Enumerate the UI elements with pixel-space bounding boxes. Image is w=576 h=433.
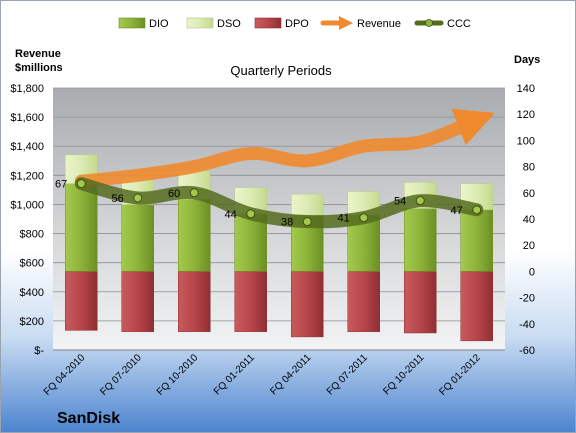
left-tick-label: $600 [20, 258, 44, 270]
right-tick-label: 20 [523, 240, 535, 252]
ccc-series [74, 177, 484, 229]
left-tick-label: $1,400 [10, 141, 44, 153]
ccc-point [246, 209, 256, 219]
legend-dso-label: DSO [217, 18, 241, 30]
ccc-data-label: 47 [451, 205, 463, 217]
bar-dpo [65, 271, 98, 331]
x-tick-label: FQ 10-2011 [381, 352, 426, 397]
x-tick-label: FQ 07-2010 [98, 352, 144, 398]
x-axis-ticks: FQ 04-2010 FQ 07-2010 FQ 10-2010 FQ 01-2011… [42, 352, 483, 398]
legend-dpo-swatch [254, 17, 282, 29]
bar-dpo [121, 271, 154, 332]
bar-dpo [460, 271, 493, 342]
left-tick-label: $200 [20, 316, 44, 328]
ccc-data-label: 38 [281, 217, 293, 229]
legend: DIO DSO DPO Revenue CCC [118, 16, 471, 30]
x-tick-label: FQ 04-2010 [42, 352, 88, 398]
ccc-data-label: 67 [55, 179, 67, 191]
ccc-data-label: 60 [168, 188, 180, 200]
left-tick-label: $400 [20, 287, 44, 299]
bar-dpo [347, 271, 380, 332]
legend-revenue-swatch [320, 16, 353, 30]
left-tick-label: $1,200 [10, 170, 44, 182]
bars [65, 154, 493, 342]
right-tick-label: 100 [517, 135, 535, 147]
x-tick-label: FQ 01-2011 [212, 352, 257, 397]
company-name: SanDisk [57, 410, 120, 427]
x-tick-label: FQ 01-2012 [437, 352, 483, 398]
bar-dpo [291, 271, 324, 338]
right-axis-ticks: -60 -40 -20 0 20 40 60 80 100 120 140 [517, 83, 535, 357]
bar-dio [65, 183, 98, 272]
chart-title: Quarterly Periods [230, 63, 332, 78]
legend-dio-label: DIO [149, 18, 169, 30]
ccc-point [415, 196, 425, 206]
left-tick-label: $1,800 [10, 83, 44, 95]
ccc-point [302, 217, 312, 227]
bar-dio [234, 213, 267, 272]
bar-dio [460, 209, 493, 272]
legend-revenue-label: Revenue [357, 18, 401, 30]
legend-dio-swatch [118, 17, 146, 29]
right-tick-label: 0 [529, 266, 535, 278]
ccc-line [74, 177, 484, 229]
ccc-data-label: 56 [112, 193, 124, 205]
ccc-data-label: 44 [225, 209, 237, 221]
ccc-point [133, 193, 143, 203]
bar-dpo [404, 271, 437, 334]
right-tick-label: -60 [519, 345, 535, 357]
bar-dpo [178, 271, 211, 332]
legend-ccc-swatch [414, 19, 444, 27]
y-left-title-line1: Revenue [15, 48, 61, 60]
x-tick-label: FQ 10-2010 [155, 352, 201, 398]
bar-dpo [234, 271, 267, 332]
left-tick-label: $- [34, 345, 44, 357]
ccc-point [189, 188, 199, 198]
right-tick-label: 80 [523, 162, 535, 174]
legend-dso-swatch [186, 17, 214, 29]
right-tick-label: -40 [519, 319, 535, 331]
ccc-data-labels: 67 56 60 44 38 41 54 47 [55, 179, 463, 229]
left-axis-ticks: $- $200 $400 $600 $800 $1,000 $1,200 $1,400 $1,6… [10, 83, 44, 357]
legend-dpo-label: DPO [285, 18, 309, 30]
x-tick-label: FQ 04-2011 [268, 352, 313, 397]
ccc-point [472, 205, 482, 215]
legend-ccc-label: CCC [447, 18, 471, 30]
x-tick-label: FQ 07-2011 [325, 352, 370, 397]
ccc-data-label: 41 [338, 213, 350, 225]
right-tick-label: 60 [523, 188, 535, 200]
ccc-point [76, 179, 86, 189]
bar-dio [178, 199, 211, 272]
right-tick-label: 140 [517, 83, 535, 95]
right-tick-label: -20 [519, 293, 535, 305]
y-right-title: Days [514, 54, 540, 66]
revenue-arrow [74, 108, 495, 188]
revenue-series [74, 108, 495, 188]
ccc-data-label: 54 [394, 196, 406, 208]
right-tick-label: 120 [517, 109, 535, 121]
bar-dso [291, 193, 324, 216]
y-left-title-line2: $millions [15, 62, 63, 74]
ccc-point [359, 213, 369, 223]
left-tick-label: $1,600 [10, 112, 44, 124]
left-tick-label: $1,000 [10, 199, 44, 211]
right-tick-label: 40 [523, 214, 535, 226]
bar-dio [121, 204, 154, 272]
left-tick-label: $800 [20, 229, 44, 241]
bar-dio [404, 208, 437, 272]
